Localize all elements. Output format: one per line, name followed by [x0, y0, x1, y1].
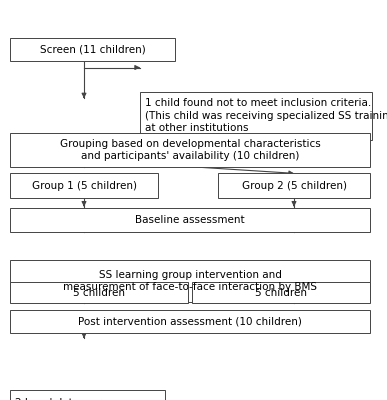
FancyBboxPatch shape [140, 92, 372, 140]
FancyBboxPatch shape [10, 133, 370, 167]
FancyBboxPatch shape [192, 282, 370, 303]
Text: 5 children: 5 children [255, 288, 307, 298]
Text: 1 child found not to meet inclusion criteria.
(This child was receiving speciali: 1 child found not to meet inclusion crit… [145, 98, 387, 133]
FancyBboxPatch shape [10, 38, 175, 61]
FancyBboxPatch shape [218, 173, 370, 198]
FancyBboxPatch shape [10, 260, 370, 302]
Text: Post intervention assessment (10 children): Post intervention assessment (10 childre… [78, 317, 302, 327]
Text: Grouping based on developmental characteristics
and participants' availability (: Grouping based on developmental characte… [60, 139, 320, 161]
Text: 5 children: 5 children [73, 288, 125, 298]
FancyBboxPatch shape [10, 282, 188, 303]
Text: Group 1 (5 children): Group 1 (5 children) [31, 181, 137, 191]
Text: Baseline assessment: Baseline assessment [135, 215, 245, 225]
Text: Screen (11 children): Screen (11 children) [39, 44, 146, 54]
FancyBboxPatch shape [10, 208, 370, 232]
FancyBboxPatch shape [10, 390, 165, 400]
FancyBboxPatch shape [10, 310, 370, 333]
Text: 2 boys' data were
examined preliminary
in this study: 2 boys' data were examined preliminary i… [15, 398, 130, 400]
FancyBboxPatch shape [10, 173, 158, 198]
Text: SS learning group intervention and
measurement of face-to-face interaction by BM: SS learning group intervention and measu… [63, 270, 317, 292]
Text: Group 2 (5 children): Group 2 (5 children) [241, 181, 346, 191]
